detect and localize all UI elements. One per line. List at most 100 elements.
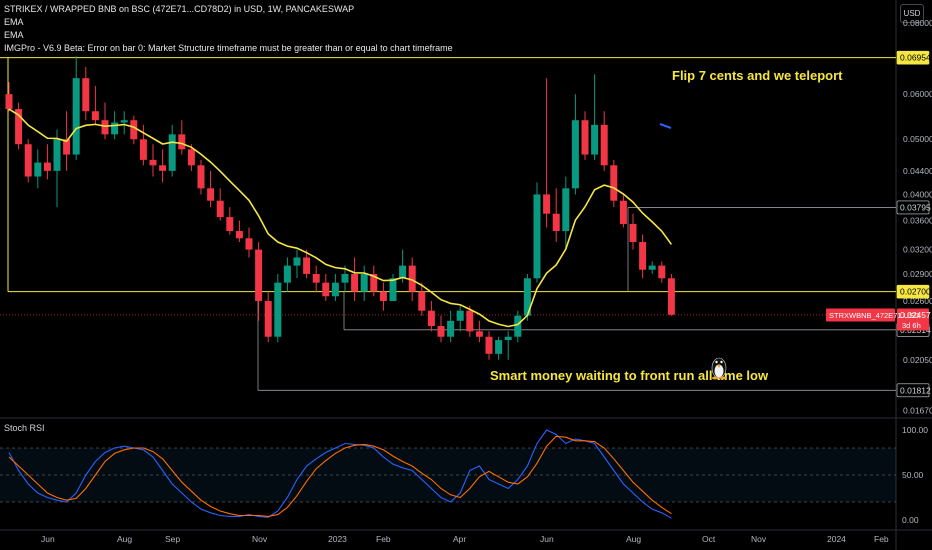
price-axis-tick: 0.03600: [903, 215, 932, 225]
candle-body: [341, 273, 349, 283]
tag-last-price-bg: [897, 308, 929, 331]
time-axis-tick: Aug: [117, 534, 132, 544]
candle-body: [610, 165, 618, 201]
candle-body: [24, 144, 32, 177]
candle-body: [149, 159, 157, 166]
time-axis-tick: 2024: [827, 534, 846, 544]
candle-body: [111, 122, 119, 135]
candle-body: [533, 194, 541, 279]
penguin-icon: [711, 357, 727, 380]
candle-body: [399, 265, 407, 279]
annotation-top: Flip 7 cents and we teleport: [672, 68, 843, 83]
time-axis-tick: Apr: [453, 534, 466, 544]
candle-body: [648, 265, 656, 270]
chart-title: STRIKEX / WRAPPED BNB on BSC (472E71...C…: [4, 4, 355, 14]
candle-body: [5, 94, 13, 110]
tag-level-upper: 0.03795: [900, 202, 931, 212]
candle-body: [485, 336, 493, 354]
candle-body: [264, 300, 272, 337]
candle-body: [159, 165, 167, 171]
rsi-k-line: [8, 429, 672, 519]
candle-body: [303, 257, 311, 274]
candle-body: [629, 223, 637, 243]
candle-body: [331, 282, 339, 297]
tag-level-mid-bg: [896, 284, 930, 299]
time-axis-tick: Jun: [540, 534, 554, 544]
tag-last-price: 0.02457: [900, 310, 931, 320]
symbol-label: STRXWBNB_472E71.USD: [829, 311, 920, 320]
price-axis-tick: 0.03200: [903, 245, 932, 255]
candle-body: [101, 120, 109, 135]
candle-body: [466, 310, 474, 332]
candle-body: [591, 124, 599, 155]
candle-body: [274, 282, 282, 337]
candle-body: [207, 188, 215, 201]
candle-body: [379, 291, 387, 301]
candle-body: [168, 134, 176, 171]
candle-body: [91, 111, 99, 121]
candle-body: [571, 120, 579, 189]
candle-body: [216, 200, 224, 218]
time-axis-tick: Feb: [874, 534, 889, 544]
candle-body: [351, 273, 359, 292]
tag-level-low2: 0.01812: [900, 385, 931, 395]
candle-body: [72, 78, 80, 155]
candle-body: [360, 273, 368, 292]
price-axis-tick: 0.04000: [903, 189, 932, 199]
candle-body: [581, 120, 589, 155]
tag-level-top: 0.06954: [900, 53, 931, 63]
candle-body: [427, 310, 435, 326]
candle-body: [139, 139, 147, 160]
candle-body: [514, 315, 522, 337]
candle-body: [418, 291, 426, 311]
candle-body: [562, 188, 570, 232]
price-axis-tick: 0.05000: [903, 134, 932, 144]
candle-body: [322, 282, 330, 297]
price-axis-tick: 0.01670: [903, 405, 932, 415]
candle-body: [15, 109, 23, 145]
time-axis-tick: Oct: [702, 534, 716, 544]
ema-line: [8, 108, 673, 328]
ema-legend-1[interactable]: EMA: [4, 17, 24, 27]
tag-level-upper-bg: [896, 200, 930, 215]
candle-body: [619, 200, 627, 224]
candle-body: [370, 273, 378, 292]
candle-body: [504, 336, 512, 341]
rsi-title: Stoch RSI: [4, 423, 45, 433]
candle-body: [312, 273, 320, 283]
annotation-bottom: Smart money waiting to front run all tim…: [490, 368, 769, 383]
candle-body: [53, 139, 61, 171]
tag-level-low2-bg: [896, 383, 930, 398]
price-axis-tick: 0.02900: [903, 269, 932, 279]
candle-body: [523, 278, 531, 316]
ema-legend-2[interactable]: EMA: [4, 30, 24, 40]
candle-body: [475, 331, 483, 337]
price-axis-tick: 0.04400: [903, 166, 932, 176]
trend-drawing: [659, 123, 672, 129]
candle-body: [447, 320, 455, 337]
time-axis-tick: Jun: [41, 534, 55, 544]
time-axis-tick: Nov: [252, 534, 268, 544]
imgpro-error-legend[interactable]: IMGPro - V6.9 Beta: Error on bar 0: Mark…: [4, 43, 453, 53]
candle-body: [408, 265, 416, 292]
rsi-tick: 100.00: [902, 425, 928, 435]
candle-body: [130, 120, 138, 140]
symbol-label-bg: [826, 308, 895, 322]
rsi-d-line: [8, 435, 672, 517]
candle-body: [552, 213, 560, 232]
candle-body: [389, 278, 397, 301]
candle-body: [63, 139, 71, 155]
tag-level-mid: 0.02700: [900, 287, 931, 297]
candle-body: [255, 249, 263, 301]
tag-countdown: 3d 6h: [902, 321, 921, 330]
candle-body: [178, 134, 186, 150]
time-axis-tick: Nov: [751, 534, 767, 544]
candle-body: [197, 165, 205, 189]
candle-body: [658, 265, 666, 279]
currency-button[interactable]: USD: [900, 4, 924, 23]
candle-body: [34, 162, 42, 177]
rsi-tick: 0.00: [902, 515, 919, 525]
candle-body: [495, 340, 503, 354]
candle-body: [235, 231, 243, 239]
